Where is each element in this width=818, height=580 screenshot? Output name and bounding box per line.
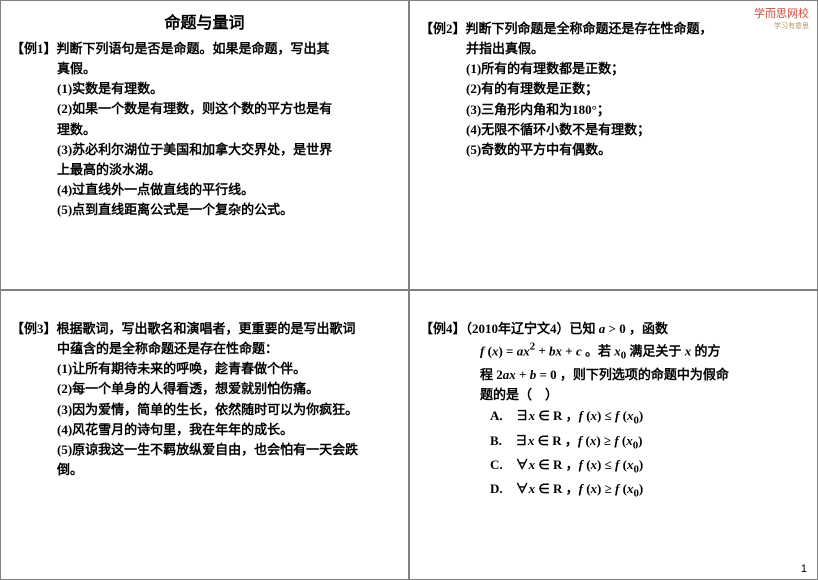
text: ≤ [601, 457, 615, 472]
math: ax [503, 367, 516, 382]
math: f [615, 457, 623, 472]
item: (4)过直线外一点做直线的平行线。 [11, 180, 398, 200]
item: 倒。 [11, 460, 398, 480]
slide-1: 命题与量词 【例1】判断下列语句是否是命题。如果是命题，写出其 真假。 (1)实… [0, 0, 409, 290]
math: + [516, 367, 530, 382]
text: 程 [480, 367, 496, 382]
item: (5)原谅我这一生不羁放纵爱自由，也会怕有一天会跌 [11, 440, 398, 460]
example-label: 【例3】 [11, 321, 57, 336]
slide-2: 学而思网校 学习有意思 【例2】判断下列命题是全称命题还是存在性命题， 并指出真… [409, 0, 818, 290]
item: (3)三角形内角和为180°； [420, 100, 807, 120]
item: (2)如果一个数是有理数，则这个数的平方也是有 [11, 99, 398, 119]
text: ∈ R ， [535, 481, 578, 496]
item: (1)让所有期待未来的呼唤，趁青春做个伴。 [11, 359, 398, 379]
line: 程 2ax + b = 0 ，则下列选项的命题中为假命 [420, 365, 807, 385]
item: (2)有的有理数是正数； [420, 79, 807, 99]
watermark: 学而思网校 学习有意思 [754, 5, 809, 31]
item: (2)每一个单身的人得看透，想爱就别怕伤痛。 [11, 379, 398, 399]
option-d: D. ∀x ∈ R ，f (x) ≥ f (x0) [490, 479, 807, 502]
opt-prefix: A. ∃ [490, 408, 529, 423]
line: f (x) = ax2 + bx + c 。若 x0 满足关于 x 的方 [420, 339, 807, 365]
text: ，则下列选项的命题中为假命 [557, 367, 729, 382]
example-4: 【例4】（2010年辽宁文4）已知 a > 0 ，函数 f (x) = ax2 … [420, 319, 807, 503]
text: ≥ [601, 481, 615, 496]
opt-prefix: D. ∀ [490, 481, 529, 496]
math: > 0 [605, 321, 625, 336]
math: 0) [633, 433, 643, 448]
prompt-line2: 中蕴含的是全称命题还是存在性命题： [11, 339, 398, 359]
item: (3)因为爱情，简单的生长，依然随时可以为你疯狂。 [11, 400, 398, 420]
slide-title: 命题与量词 [11, 9, 398, 33]
math: = 0 [536, 367, 556, 382]
prompt-line2: 并指出真假。 [420, 39, 807, 59]
math: f [614, 433, 622, 448]
option-a: A. ∃x ∈ R ，f (x) ≤ f (x0) [490, 406, 807, 429]
opt-prefix: B. ∃ [490, 433, 528, 448]
example-3: 【例3】根据歌词，写出歌名和演唱者，更重要的是写出歌词 中蕴含的是全称命题还是存… [11, 319, 398, 480]
text: ≥ [601, 433, 615, 448]
text: ∈ R ， [534, 433, 577, 448]
math: 2 + [530, 343, 549, 358]
item: (1)所有的有理数都是正数； [420, 59, 807, 79]
example-2: 【例2】判断下列命题是全称命题还是存在性命题， 并指出真假。 (1)所有的有理数… [420, 19, 807, 160]
text: 。若 [582, 343, 615, 358]
item: (5)奇数的平方中有偶数。 [420, 140, 807, 160]
math: bx [549, 343, 562, 358]
slide-4: 【例4】（2010年辽宁文4）已知 a > 0 ，函数 f (x) = ax2 … [409, 290, 818, 580]
item: 上最高的淡水湖。 [11, 160, 398, 180]
example-1: 【例1】判断下列语句是否是命题。如果是命题，写出其 真假。 (1)实数是有理数。… [11, 39, 398, 220]
text: ∈ R ， [535, 457, 578, 472]
page-number: 1 [801, 563, 807, 575]
item: (4)风花雪月的诗句里，我在年年的成长。 [11, 420, 398, 440]
options: A. ∃x ∈ R ，f (x) ≤ f (x0) B. ∃x ∈ R ，f (… [420, 406, 807, 503]
prompt-line2: 真假。 [11, 59, 398, 79]
item: (1)实数是有理数。 [11, 79, 398, 99]
item: 理数。 [11, 120, 398, 140]
math: f [615, 408, 623, 423]
watermark-sub: 学习有意思 [754, 21, 809, 31]
text: 满足关于 [626, 343, 685, 358]
math: 0) [633, 408, 643, 423]
opt-prefix: C. ∀ [490, 457, 529, 472]
text: ≤ [601, 408, 615, 423]
watermark-text: 学而思网校 [754, 8, 809, 20]
math: ) = [498, 343, 516, 358]
example-label: 【例2】 [420, 21, 466, 36]
example-label: 【例4】 [420, 321, 466, 336]
math: 0) [633, 457, 643, 472]
prompt: 根据歌词，写出歌名和演唱者，更重要的是写出歌词 [57, 321, 356, 336]
option-c: C. ∀x ∈ R ，f (x) ≤ f (x0) [490, 455, 807, 478]
math: f [615, 481, 623, 496]
math: f [480, 343, 488, 358]
item: (3)苏必利尔湖位于美国和加拿大交界处，是世界 [11, 140, 398, 160]
prompt: 判断下列命题是全称命题还是存在性命题， [466, 21, 713, 36]
text: ，函数 [626, 321, 668, 336]
example-label: 【例1】 [11, 41, 57, 56]
option-b: B. ∃x ∈ R ，f (x) ≥ f (x0) [490, 431, 807, 454]
math: ax [517, 343, 530, 358]
math: + [562, 343, 576, 358]
line: 题的是（ ） [420, 385, 807, 405]
slide-3: 【例3】根据歌词，写出歌名和演唱者，更重要的是写出歌词 中蕴含的是全称命题还是存… [0, 290, 409, 580]
text: ∈ R ， [535, 408, 578, 423]
source: （2010年辽宁文4）已知 [466, 321, 599, 336]
math: 0) [633, 481, 643, 496]
item: (5)点到直线距离公式是一个复杂的公式。 [11, 200, 398, 220]
text: 的方 [691, 343, 720, 358]
item: (4)无限不循环小数不是有理数； [420, 120, 807, 140]
prompt: 判断下列语句是否是命题。如果是命题，写出其 [57, 41, 330, 56]
